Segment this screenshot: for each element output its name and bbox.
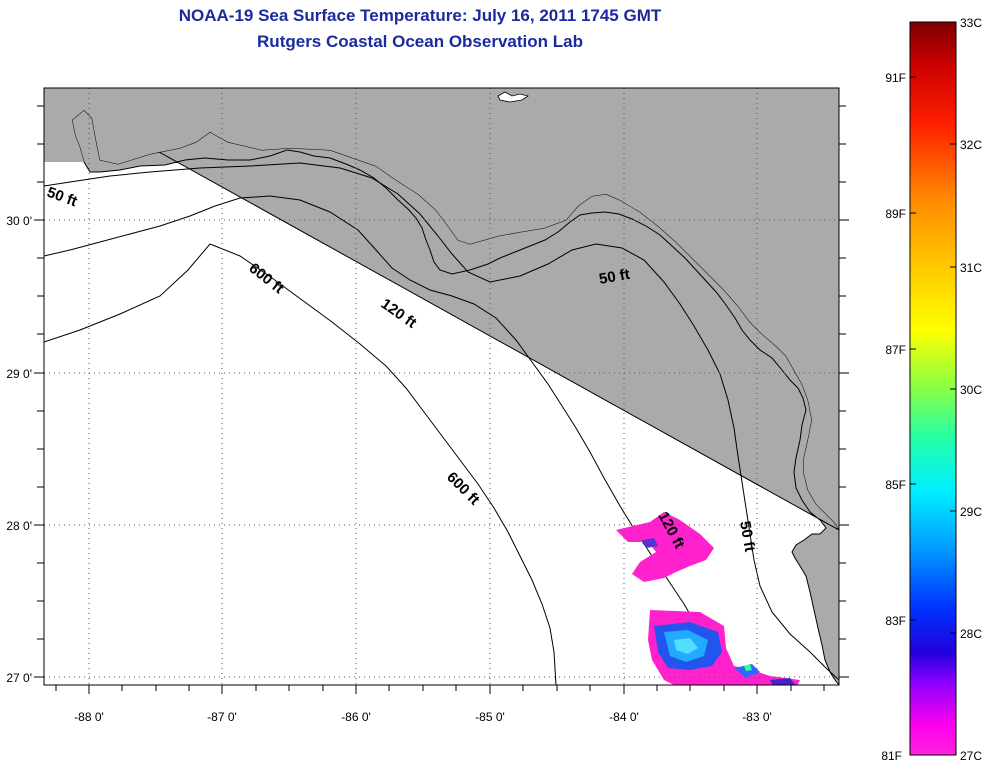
lon-label: -83 0' (742, 710, 772, 724)
contour-label-50ft: 50 ft (736, 520, 758, 553)
northern-land (44, 88, 839, 530)
colorbar-f-ticks (910, 76, 916, 756)
lake-detail (497, 91, 529, 103)
land-mass (44, 88, 839, 685)
colorbar-gradient (909, 21, 957, 756)
lat-label: 29 0' (6, 367, 32, 381)
sst-swath (616, 512, 800, 685)
lon-label: -88 0' (74, 710, 104, 724)
contour-50ft (44, 162, 839, 681)
lon-label: -87 0' (207, 710, 237, 724)
map-title: NOAA-19 Sea Surface Temperature: July 16… (178, 6, 662, 25)
contour-label-50ft: 50 ft (598, 266, 631, 288)
lon-label: -86 0' (341, 710, 371, 724)
colorbar-f-label: 85F (885, 478, 906, 492)
lat-label: 27 0' (6, 671, 32, 685)
colorbar-c-label: 33C (960, 16, 982, 30)
lon-label: -85 0' (475, 710, 505, 724)
lat-label: 28 0' (6, 519, 32, 533)
colorbar-c-label: 32C (960, 138, 982, 152)
colorbar-c-label: 31C (960, 261, 982, 275)
minor-ticks (34, 105, 849, 694)
colorbar-c-label: 29C (960, 505, 982, 519)
colorbar-f-label: 89F (885, 207, 906, 221)
lon-label: -84 0' (609, 710, 639, 724)
map-subtitle: Rutgers Coastal Ocean Observation Lab (257, 32, 583, 51)
colorbar-c-label: 28C (960, 627, 982, 641)
lat-label: 30 0' (6, 214, 32, 228)
colorbar-c-label: 27C (960, 749, 982, 763)
colorbar-c-label: 30C (960, 383, 982, 397)
map-frame (43, 87, 840, 686)
colorbar-f-label: 83F (885, 614, 906, 628)
contour-600ft (44, 243, 557, 685)
colorbar-f-label: 81F (881, 749, 902, 763)
colorbar-c-ticks (950, 21, 956, 756)
colorbar-f-label: 87F (885, 343, 906, 357)
colorbar-f-label: 91F (885, 71, 906, 85)
